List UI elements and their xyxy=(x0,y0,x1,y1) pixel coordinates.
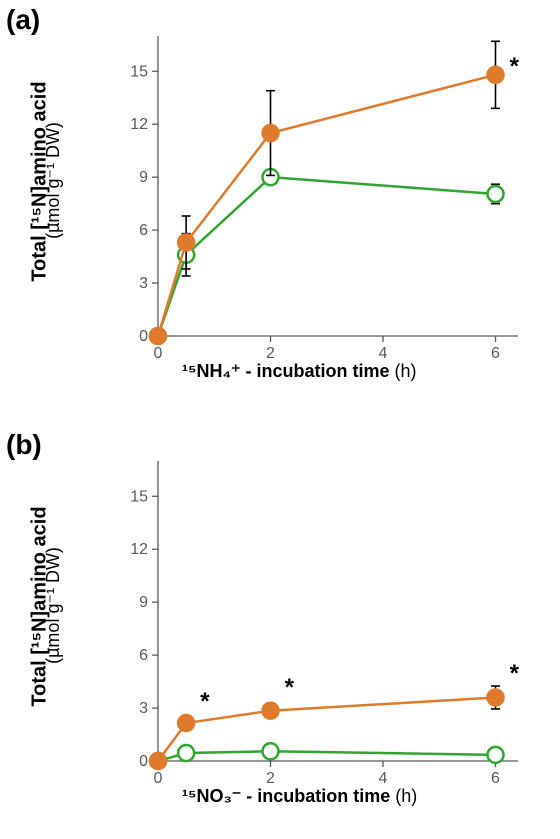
svg-text:3: 3 xyxy=(139,700,148,717)
svg-text:2: 2 xyxy=(266,345,275,362)
panel-b-yaxis-subtitle: (µmol g⁻¹ DW) xyxy=(43,547,64,664)
svg-text:0: 0 xyxy=(139,328,148,345)
panel-b-xaxis-title: ¹⁵NO₃⁻ - incubation time (h) xyxy=(182,786,417,807)
svg-text:6: 6 xyxy=(139,647,148,664)
panel-a-plot: 0 3 6 9 12 15 0 2 4 6 * xyxy=(130,30,530,370)
panel-a-label: (a) xyxy=(6,4,40,36)
svg-text:*: * xyxy=(200,688,210,715)
svg-text:0: 0 xyxy=(154,345,163,362)
svg-text:4: 4 xyxy=(379,345,388,362)
svg-text:*: * xyxy=(510,660,520,687)
panel-a-xaxis-title-strong: ¹⁵NH₄⁺ - incubation time xyxy=(182,361,390,381)
panel-b-label: (b) xyxy=(6,429,42,461)
svg-text:15: 15 xyxy=(130,488,148,505)
svg-text:2: 2 xyxy=(266,770,275,787)
svg-text:15: 15 xyxy=(130,63,148,80)
svg-text:6: 6 xyxy=(491,770,500,787)
svg-text:12: 12 xyxy=(130,116,148,133)
svg-text:9: 9 xyxy=(139,594,148,611)
svg-text:*: * xyxy=(510,53,520,80)
panel-a-yaxis-subtitle: (µmol g⁻¹ DW) xyxy=(43,122,64,239)
panel-b-plot: 0 3 6 9 12 15 0 2 4 6 * * * xyxy=(130,455,530,795)
panel-b-xaxis-title-unit: (h) xyxy=(390,786,417,806)
svg-text:12: 12 xyxy=(130,541,148,558)
svg-text:*: * xyxy=(285,674,295,701)
svg-text:4: 4 xyxy=(379,770,388,787)
panel-a-xaxis-title-unit: (h) xyxy=(390,361,417,381)
panel-b-xaxis-title-strong: ¹⁵NO₃⁻ - incubation time xyxy=(182,786,390,806)
svg-text:0: 0 xyxy=(139,753,148,770)
svg-text:6: 6 xyxy=(491,345,500,362)
panel-a-xaxis-title: ¹⁵NH₄⁺ - incubation time (h) xyxy=(182,361,417,382)
svg-text:9: 9 xyxy=(139,169,148,186)
svg-text:6: 6 xyxy=(139,222,148,239)
svg-text:3: 3 xyxy=(139,275,148,292)
svg-text:0: 0 xyxy=(154,770,163,787)
